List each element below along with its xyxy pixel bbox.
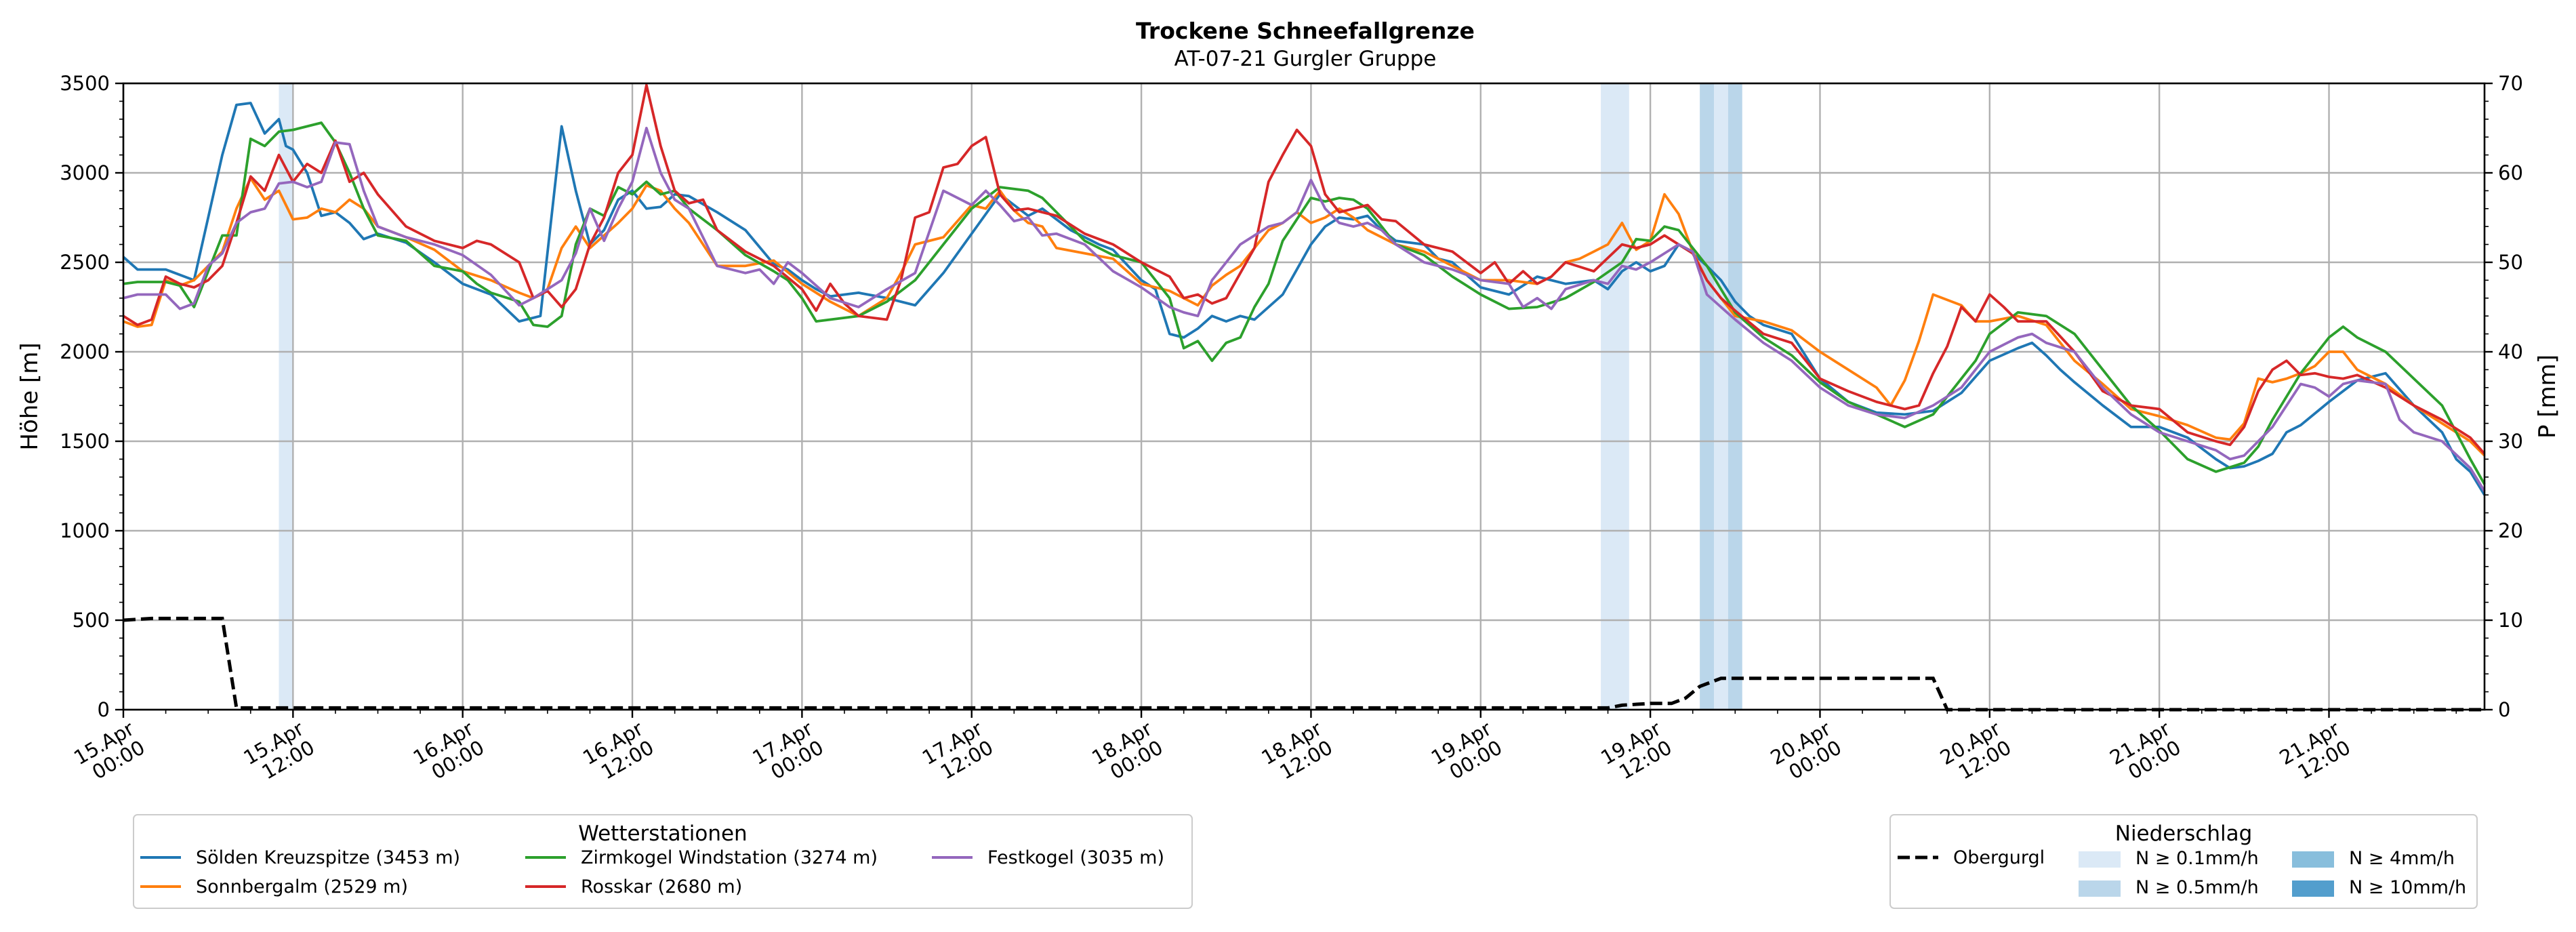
stations-legend: Wetterstationen Sölden Kreuzspitze (3453 … — [133, 814, 1193, 909]
precip-legend-swatch — [2079, 880, 2121, 897]
precip-band — [1727, 83, 1742, 710]
precip-band — [279, 83, 293, 710]
x-tick-label: 16.Apr12:00 — [579, 717, 657, 788]
precip-legend-label: N ≥ 10mm/h — [2349, 877, 2466, 898]
precip-legend-label: N ≥ 0.5mm/h — [2135, 877, 2259, 898]
x-tick-label: 18.Apr00:00 — [1088, 717, 1166, 788]
stations-legend-label: Rosskar (2680 m) — [581, 876, 742, 897]
precip-legend-label: N ≥ 4mm/h — [2349, 848, 2455, 869]
y2-tick-label: 0 — [2498, 698, 2510, 721]
series-line-2 — [123, 177, 2486, 457]
precip-band — [1700, 83, 1715, 710]
obergurgl-precip-line — [123, 616, 2485, 712]
precip-legend-swatch — [2292, 880, 2334, 897]
x-tick-label: 20.Apr00:00 — [1767, 717, 1845, 788]
y2-tick-label: 70 — [2498, 72, 2523, 95]
y-tick-label: 1500 — [60, 430, 110, 453]
precip-legend-label: N ≥ 0.1mm/h — [2135, 848, 2259, 869]
plot-frame — [122, 82, 2486, 711]
x-tick-label: 20.Apr12:00 — [1936, 717, 2015, 788]
x-tick-label: 16.Apr00:00 — [409, 717, 488, 788]
y-tick-label: 3500 — [60, 72, 110, 95]
y-axis-label: Höhe [m] — [16, 342, 43, 450]
stations-legend-title: Wetterstationen — [578, 822, 747, 846]
x-tick-label: 15.Apr12:00 — [239, 717, 318, 788]
stations-legend-label: Sölden Kreuzspitze (3453 m) — [196, 847, 460, 868]
plot-area: 0 500 1000 1500 2000 2500 3000 3500 0 10 20 30 40 50 6… — [60, 72, 2523, 788]
precip-legend-swatch — [2079, 851, 2121, 868]
y-tick-label: 1000 — [60, 519, 110, 542]
series-line-3 — [123, 121, 2486, 485]
x-tick-label: 21.Apr12:00 — [2276, 717, 2354, 788]
y2-tick-label: 60 — [2498, 161, 2523, 184]
precipitation-legend: Niederschlag Obergurgl N ≥ 0.1mm/h N ≥ 0.5m… — [1889, 814, 2478, 909]
series-line-1 — [122, 102, 2486, 496]
y2-tick-label: 50 — [2498, 251, 2523, 274]
y2-tick-label: 10 — [2498, 609, 2523, 632]
chart-subtitle: AT-07-21 Gurgler Gruppe — [1174, 47, 1437, 71]
y2-axis-label: P [mm] — [2534, 354, 2561, 439]
series-line-5 — [123, 127, 2486, 492]
y-tick-label: 2000 — [60, 340, 110, 363]
series-line-4 — [122, 83, 2486, 455]
x-tick-label: 17.Apr00:00 — [748, 717, 827, 788]
x-tick-label: 17.Apr12:00 — [918, 717, 997, 788]
x-tick-label: 15.Apr00:00 — [70, 717, 148, 788]
y2-tick-label: 20 — [2498, 519, 2523, 542]
x-tick-label: 18.Apr12:00 — [1258, 717, 1336, 788]
x-tick-label: 19.Apr12:00 — [1597, 717, 1675, 788]
y2-tick-label: 40 — [2498, 340, 2523, 363]
precip-legend-title: Niederschlag — [2115, 822, 2253, 846]
stations-legend-label: Zirmkogel Windstation (3274 m) — [581, 847, 878, 868]
x-tick-label: 21.Apr00:00 — [2106, 717, 2184, 788]
precip-legend-line-label: Obergurgl — [1953, 847, 2045, 868]
y-tick-label: 3000 — [60, 161, 110, 184]
stations-legend-label: Sonnbergalm (2529 m) — [196, 876, 408, 897]
y-tick-label: 2500 — [60, 251, 110, 274]
y-tick-label: 0 — [98, 698, 110, 721]
x-tick-label: 19.Apr00:00 — [1427, 717, 1506, 788]
precip-legend-swatch — [2292, 851, 2334, 868]
y2-tick-label: 30 — [2498, 430, 2523, 453]
precip-band — [1714, 83, 1728, 710]
stations-legend-label: Festkogel (3035 m) — [987, 847, 1164, 868]
stations-legend-frame — [133, 814, 1193, 909]
y-tick-label: 500 — [73, 609, 110, 632]
chart-title: Trockene Schneefallgrenze — [1136, 18, 1475, 44]
precip-band — [1601, 83, 1629, 710]
